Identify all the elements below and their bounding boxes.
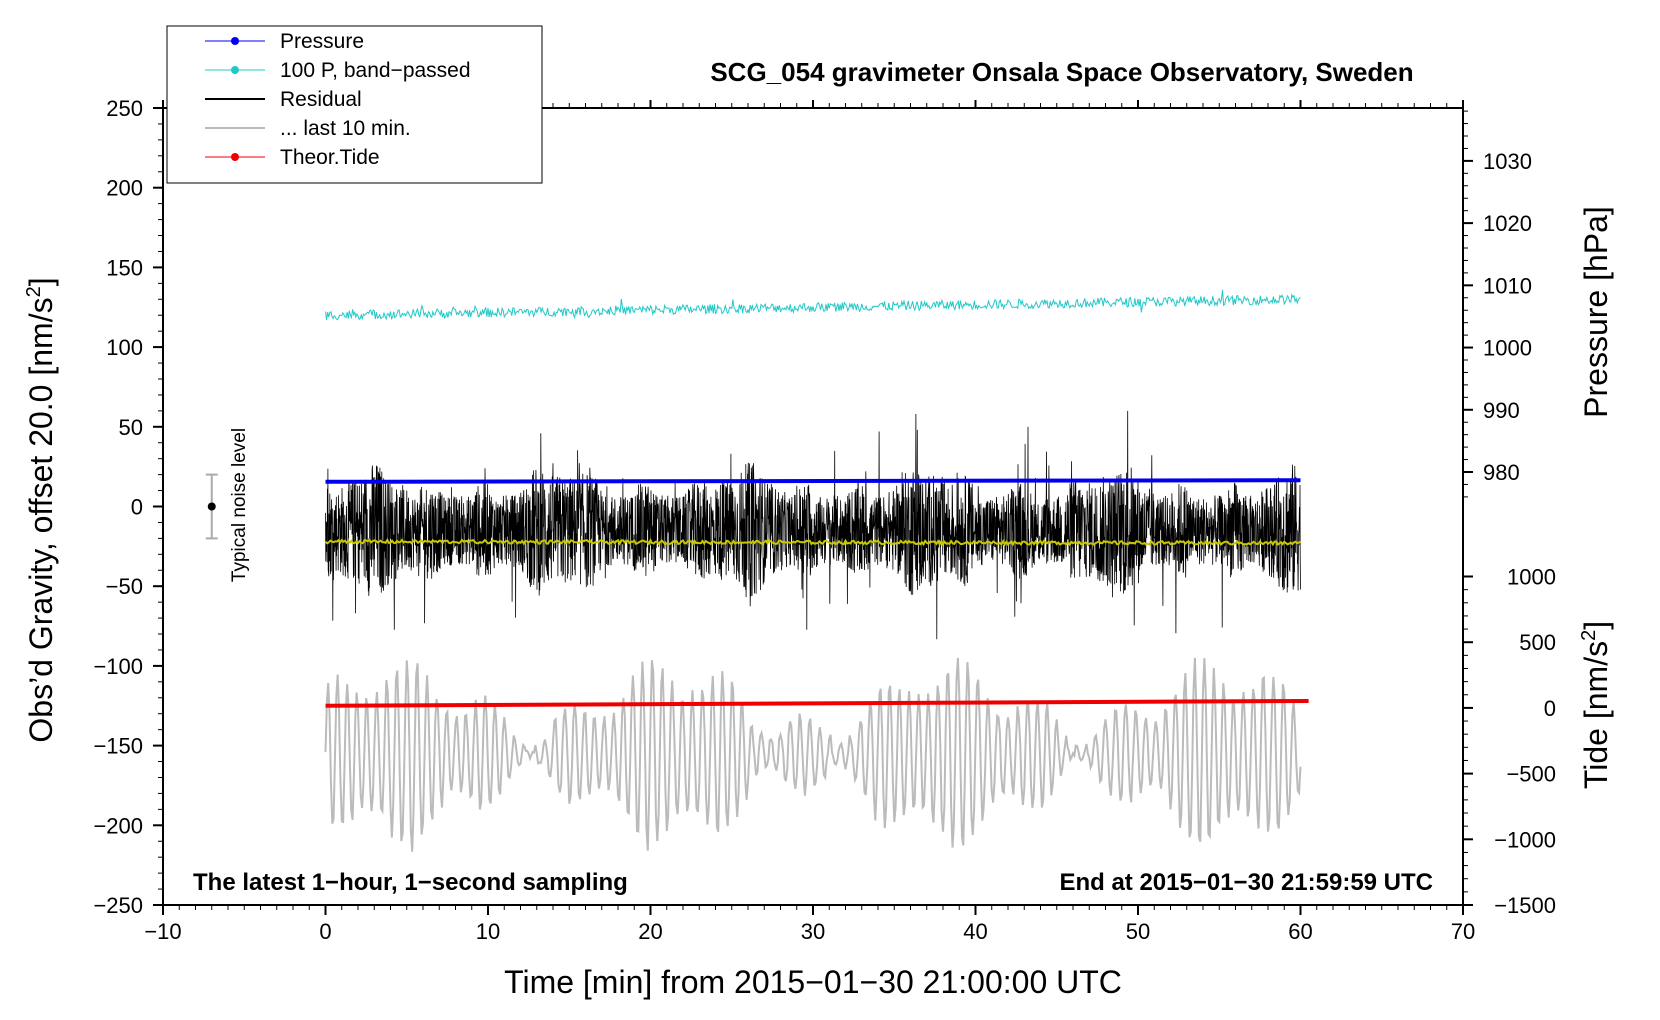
y-left-label-end: ] xyxy=(23,277,59,286)
legend-label: Theor.Tide xyxy=(280,146,380,169)
x-tick-label: −10 xyxy=(144,919,181,944)
x-tick-label: 60 xyxy=(1288,919,1312,944)
annotation-left: The latest 1−hour, 1−second sampling xyxy=(193,869,628,896)
x-tick-label: 20 xyxy=(638,919,662,944)
y-left-tick-label: −200 xyxy=(93,813,143,838)
y-right-pressure-label: Pressure [hPa] xyxy=(1578,206,1614,418)
tide-tick-label: 1000 xyxy=(1507,565,1556,590)
x-axis-label: Time [min] from 2015−01−30 21:00:00 UTC xyxy=(504,964,1122,1000)
x-tick-label: 50 xyxy=(1126,919,1150,944)
y-right-pressure-axis: 1030 1020 1010 1000 990 980 xyxy=(1463,110,1532,498)
series-residual-smoothed xyxy=(324,537,1301,547)
y-left-tick-label: 50 xyxy=(119,415,143,440)
tide-tick-label: −1500 xyxy=(1494,893,1556,918)
x-tick-label: 40 xyxy=(963,919,987,944)
series-theor-tide xyxy=(325,698,1309,708)
series-layer xyxy=(324,289,1309,852)
tide-tick-label: 0 xyxy=(1544,696,1556,721)
legend-label: ... last 10 min. xyxy=(280,117,411,140)
y-left-tick-label: 250 xyxy=(106,96,143,121)
legend-marker xyxy=(231,37,239,45)
y-left-label-sup: 2 xyxy=(23,286,45,297)
x-tick-label: 30 xyxy=(801,919,825,944)
series-last-10-min xyxy=(324,657,1302,852)
pressure-tick-label: 980 xyxy=(1483,460,1520,485)
pressure-tick-label: 1030 xyxy=(1483,149,1532,174)
legend-marker xyxy=(231,66,239,74)
pressure-tick-label: 1010 xyxy=(1483,273,1532,298)
noise-label: Typical noise level xyxy=(229,428,250,582)
pressure-tick-label: 1000 xyxy=(1483,336,1532,361)
x-tick-label: 70 xyxy=(1451,919,1475,944)
y-left-axis-label: Obs’d Gravity, offset 20.0 [nm/s2] xyxy=(23,277,59,742)
y-left-tick-label: −100 xyxy=(93,654,143,679)
y-left-tick-label: 0 xyxy=(131,495,143,520)
legend-label: Pressure xyxy=(280,30,364,53)
annotation-right: End at 2015−01−30 21:59:59 UTC xyxy=(1059,869,1433,896)
y-right-tide-label-main: Tide [nm/s xyxy=(1578,641,1614,789)
tide-tick-label: −1000 xyxy=(1494,827,1556,852)
y-left-label-main: Obs’d Gravity, offset 20.0 [nm/s xyxy=(23,297,59,742)
pressure-tick-label: 990 xyxy=(1483,398,1520,423)
legend-label: 100 P, band−passed xyxy=(280,59,471,82)
x-axis: −10 0 10 20 30 40 50 60 70 xyxy=(144,100,1475,944)
y-left-axis: 250 200 150 100 50 0 −50 −100 −150 −200 −250 xyxy=(93,96,163,918)
legend: Pressure 100 P, band−passed Residual ... la… xyxy=(205,30,471,169)
y-right-tide-label: Tide [nm/s2] xyxy=(1578,621,1614,789)
chart-title: SCG_054 gravimeter Onsala Space Observat… xyxy=(710,57,1413,87)
y-left-tick-label: 100 xyxy=(106,335,143,360)
pressure-tick-label: 1020 xyxy=(1483,211,1532,236)
y-right-tide-axis: 1000 500 0 −500 −1000 −1500 xyxy=(1463,565,1556,918)
series-pressure-band-passed xyxy=(325,289,1301,321)
tide-tick-label: −500 xyxy=(1506,762,1556,787)
y-left-tick-label: −150 xyxy=(93,734,143,759)
noise-bar xyxy=(205,473,218,540)
y-left-tick-label: 150 xyxy=(106,255,143,280)
legend-marker xyxy=(231,153,239,161)
series-residual xyxy=(325,410,1301,640)
x-tick-label: 0 xyxy=(319,919,331,944)
y-left-tick-label: 200 xyxy=(106,176,143,201)
y-left-tick-label: −50 xyxy=(106,574,143,599)
y-right-tide-label-end: ] xyxy=(1578,621,1614,630)
legend-label: Residual xyxy=(280,88,362,111)
series-pressure xyxy=(325,478,1301,484)
y-left-tick-label: −250 xyxy=(93,893,143,918)
x-tick-label: 10 xyxy=(476,919,500,944)
noise-bar-center xyxy=(207,502,216,511)
y-right-tide-label-sup: 2 xyxy=(1578,630,1600,641)
tide-tick-label: 500 xyxy=(1519,630,1556,655)
